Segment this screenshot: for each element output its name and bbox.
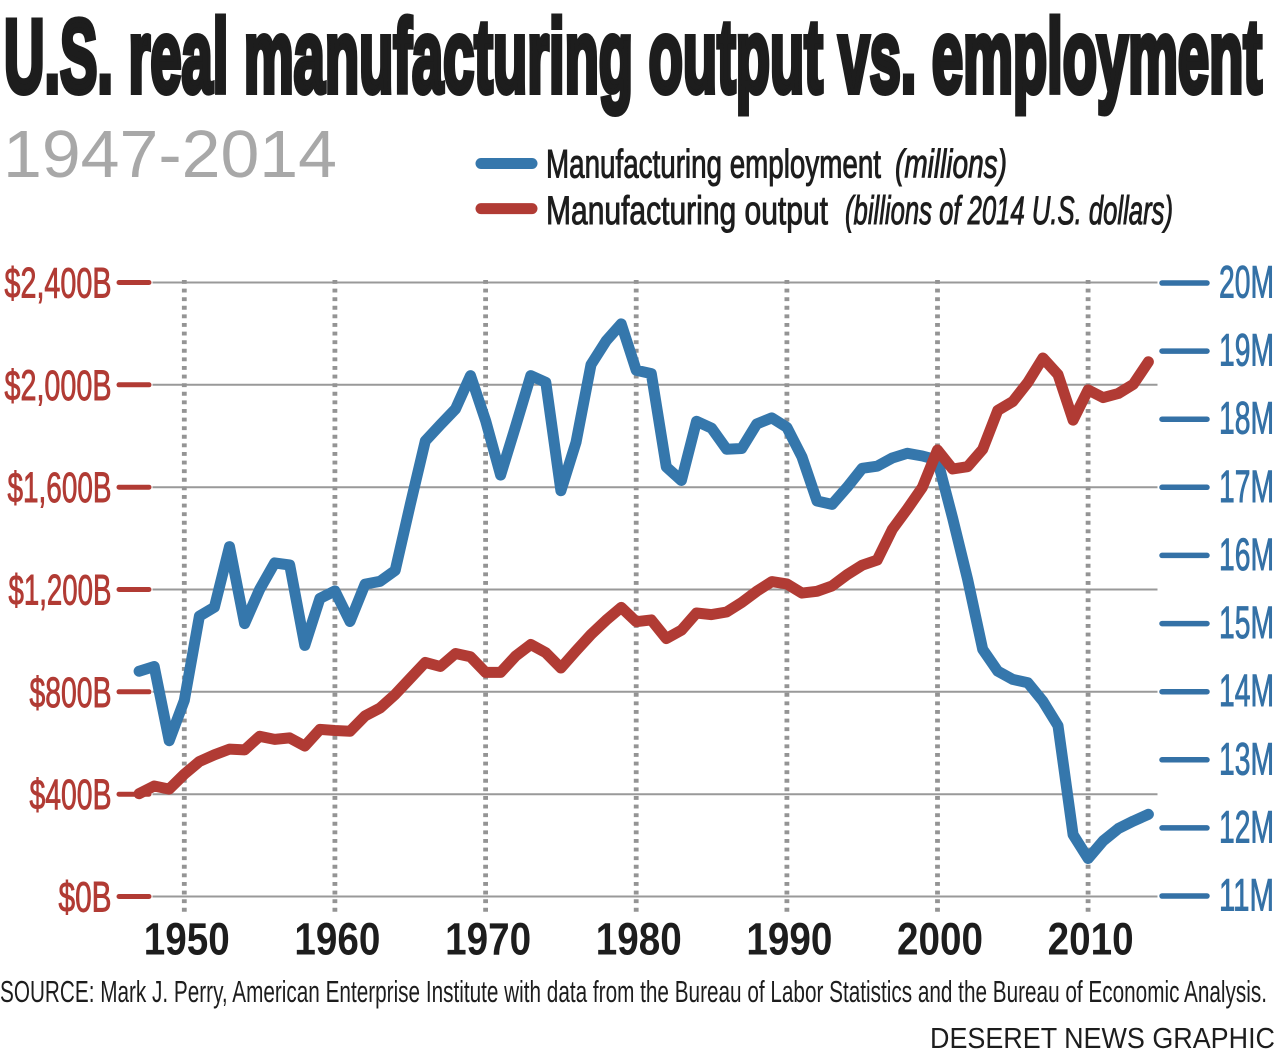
svg-text:U.S. real manufacturing output: U.S. real manufacturing output vs. emplo… — [4, 0, 1262, 115]
svg-text:$1,600B: $1,600B — [8, 465, 112, 512]
svg-text:1947-2014: 1947-2014 — [3, 117, 337, 192]
svg-text:13M: 13M — [1219, 733, 1274, 784]
svg-text:12M: 12M — [1219, 801, 1274, 852]
svg-text:1980: 1980 — [596, 914, 682, 965]
svg-text:DESERET NEWS GRAPHIC: DESERET NEWS GRAPHIC — [930, 1023, 1275, 1055]
svg-text:2000: 2000 — [897, 914, 983, 965]
svg-text:19M: 19M — [1219, 325, 1274, 376]
svg-text:$1,200B: $1,200B — [9, 568, 112, 615]
svg-text:20M: 20M — [1219, 257, 1274, 308]
svg-text:$800B: $800B — [30, 670, 112, 717]
svg-text:2010: 2010 — [1048, 914, 1134, 965]
svg-text:11M: 11M — [1219, 870, 1274, 921]
svg-text:1960: 1960 — [294, 914, 380, 965]
svg-text:15M: 15M — [1219, 597, 1274, 648]
svg-text:17M: 17M — [1219, 461, 1274, 512]
svg-text:1950: 1950 — [144, 914, 230, 965]
svg-text:1970: 1970 — [445, 914, 531, 965]
svg-text:18M: 18M — [1219, 393, 1274, 444]
svg-text:Manufacturing employment: Manufacturing employment — [546, 142, 881, 186]
svg-text:14M: 14M — [1219, 665, 1274, 716]
svg-text:Manufacturing output: Manufacturing output — [546, 189, 828, 233]
svg-text:1990: 1990 — [746, 914, 832, 965]
svg-text:(millions): (millions) — [895, 142, 1007, 186]
svg-text:16M: 16M — [1219, 529, 1274, 580]
svg-text:$400B: $400B — [30, 772, 112, 819]
svg-text:SOURCE: Mark J. Perry, America: SOURCE: Mark J. Perry, American Enterpri… — [0, 974, 1267, 1009]
svg-text:(billions of 2014 U.S. dollars: (billions of 2014 U.S. dollars) — [845, 189, 1173, 233]
svg-text:$2,000B: $2,000B — [5, 363, 112, 410]
svg-text:$0B: $0B — [59, 875, 112, 922]
svg-text:$2,400B: $2,400B — [5, 261, 112, 308]
